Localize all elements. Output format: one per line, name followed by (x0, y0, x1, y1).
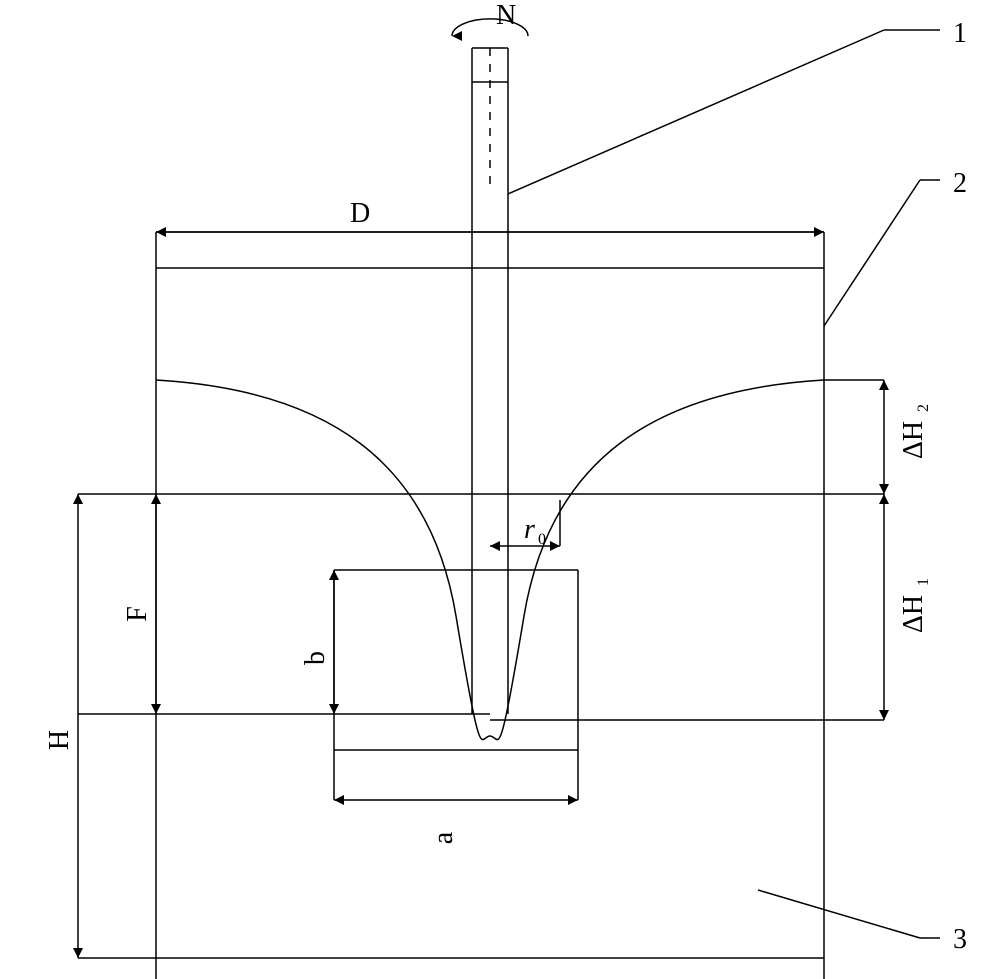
leader-label-1: 1 (953, 18, 967, 49)
leader-label-3: 3 (953, 924, 967, 955)
label-dH2: ΔH (898, 421, 929, 459)
vortex-left (156, 380, 490, 740)
label-D: D (350, 198, 370, 229)
label-dH1: ΔH (898, 595, 929, 633)
label-N: N (496, 0, 516, 31)
label-H: H (44, 730, 75, 750)
label-F: F (122, 606, 153, 622)
label-b: b (300, 651, 331, 665)
label-r: r (524, 514, 535, 545)
label-a: a (428, 831, 459, 844)
label-dH1-sub: 1 (915, 578, 932, 586)
label-dH2-sub: 2 (915, 404, 932, 412)
leader-label-2: 2 (953, 168, 967, 199)
label-r-sub: 0 (538, 531, 546, 548)
vortex-right (490, 380, 824, 740)
